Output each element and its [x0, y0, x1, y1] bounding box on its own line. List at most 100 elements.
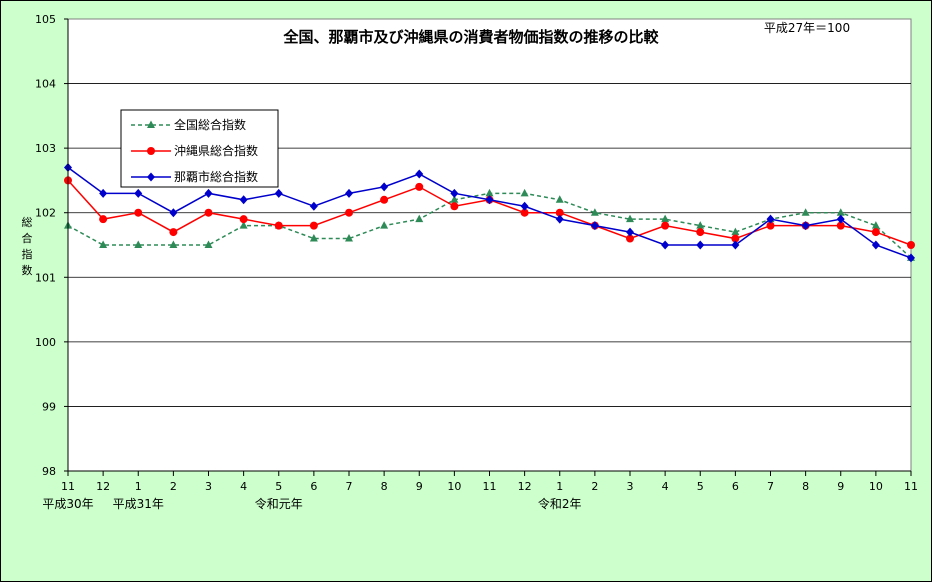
x-tick-label: 4: [240, 480, 247, 493]
data-point: [415, 214, 424, 223]
data-point: [380, 195, 389, 204]
legend-marker: [147, 172, 155, 182]
data-point: [731, 227, 740, 236]
x-tick-label: 1: [556, 480, 563, 493]
data-point: [626, 234, 634, 243]
data-point: [836, 214, 845, 224]
y-tick-label: 99: [42, 400, 56, 413]
x-tick-label: 2: [591, 480, 598, 493]
x-tick-label: 3: [627, 480, 634, 493]
data-point: [801, 208, 810, 216]
data-point: [450, 188, 459, 198]
x-tick-label: 9: [416, 480, 423, 493]
y-tick-label: 105: [35, 13, 56, 26]
data-point: [766, 214, 775, 224]
data-point: [450, 202, 459, 211]
x-tick-label: 11: [483, 480, 497, 493]
data-point: [696, 228, 705, 237]
legend-box: [120, 109, 279, 188]
data-point: [274, 188, 283, 198]
data-point: [907, 241, 915, 249]
data-point: [485, 195, 494, 205]
data-point: [555, 195, 564, 203]
data-point: [99, 240, 108, 248]
data-point: [415, 169, 424, 179]
data-point: [626, 227, 634, 237]
chart-subtitle: 平成27年＝100: [764, 21, 850, 35]
x-tick-label: 3: [205, 480, 212, 493]
legend-marker: [147, 147, 155, 155]
data-point: [99, 188, 108, 198]
data-point: [766, 221, 775, 230]
data-point: [450, 195, 459, 203]
plot-area: [67, 18, 912, 472]
x-tick-label: 10: [447, 480, 461, 493]
x-tick-label: 5: [697, 480, 704, 493]
data-point: [204, 240, 213, 248]
y-tick-label: 98: [42, 465, 56, 478]
data-point: [871, 228, 880, 237]
y-tick-label: 100: [35, 336, 56, 349]
y-tick-label: 104: [35, 78, 56, 91]
data-point: [661, 221, 670, 230]
data-point: [555, 208, 564, 217]
data-point: [239, 195, 248, 205]
data-point: [626, 214, 634, 223]
legend-label: 全国総合指数: [174, 117, 246, 132]
x-tick-label: 7: [767, 480, 774, 493]
x-tick-label: 7: [346, 480, 353, 493]
x-tick-label: 11: [904, 480, 918, 493]
data-point: [309, 221, 318, 230]
series-3: [64, 163, 915, 263]
data-point: [696, 221, 705, 229]
legend-label: 沖縄県総合指数: [174, 143, 258, 158]
x-tick-label: 6: [732, 480, 739, 493]
data-point: [345, 234, 353, 242]
data-point: [274, 221, 283, 230]
data-point: [169, 240, 178, 248]
x-tick-label: 4: [662, 480, 669, 493]
x-tick-label: 12: [96, 480, 110, 493]
data-point: [345, 188, 353, 198]
x-era-label: 令和元年: [255, 496, 303, 511]
data-point: [731, 240, 740, 250]
data-point: [907, 253, 915, 263]
data-point: [309, 234, 318, 242]
x-tick-label: 12: [518, 480, 532, 493]
data-point: [415, 182, 424, 191]
x-tick-label: 6: [310, 480, 317, 493]
data-point: [836, 221, 845, 230]
x-tick-label: 8: [381, 480, 388, 493]
data-point: [485, 188, 494, 197]
data-point: [696, 240, 705, 250]
data-point: [801, 221, 810, 231]
data-point: [239, 221, 248, 229]
data-point: [520, 208, 529, 217]
data-point: [134, 240, 143, 248]
data-point: [204, 208, 213, 217]
y-axis-label: 総合指数: [22, 215, 33, 277]
x-tick-label: 2: [170, 480, 177, 493]
y-tick-label: 102: [35, 207, 56, 220]
data-point: [380, 182, 389, 192]
x-era-label: 平成31年: [113, 497, 164, 511]
data-point: [871, 221, 880, 229]
chart-title: 全国、那覇市及び沖縄県の消費者物価指数の推移の比較: [282, 28, 659, 46]
data-point: [134, 188, 143, 198]
x-era-label: 令和2年: [538, 496, 582, 511]
data-point: [731, 234, 740, 243]
data-point: [661, 240, 670, 250]
data-point: [836, 208, 845, 216]
x-tick-label: 1: [135, 480, 142, 493]
data-point: [99, 215, 108, 224]
x-era-label: 平成30年: [42, 497, 93, 511]
y-tick-label: 103: [35, 142, 56, 155]
data-point: [520, 201, 529, 211]
data-point: [555, 214, 564, 224]
x-tick-label: 5: [275, 480, 282, 493]
data-point: [169, 228, 178, 237]
x-tick-label: 10: [869, 480, 883, 493]
legend-marker: [147, 120, 155, 128]
